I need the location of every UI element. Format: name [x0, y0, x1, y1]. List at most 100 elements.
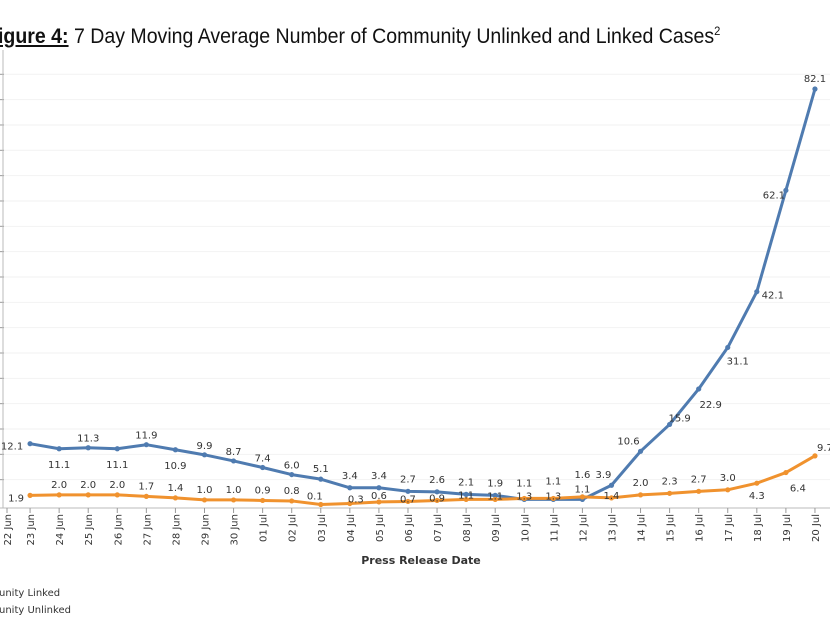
data-point: [114, 492, 120, 498]
data-point: [27, 441, 33, 447]
title-footnote: 2: [714, 24, 721, 38]
data-label: 6.0: [284, 461, 300, 472]
data-label: 10.6: [617, 436, 639, 447]
data-label: 3.4: [371, 471, 387, 482]
data-label: 82.1: [804, 74, 826, 85]
data-label: 1.4: [167, 483, 183, 494]
data-label: 0.3: [348, 494, 364, 505]
data-label: 2.6: [429, 475, 445, 486]
data-label: 1.1: [516, 478, 532, 489]
data-label: 2.0: [633, 478, 649, 489]
data-label: 2.0: [80, 480, 96, 491]
data-label: 22.9: [700, 400, 722, 411]
x-tick-label: 26 Jun: [113, 514, 124, 546]
x-tick-label: 03 Jul: [317, 514, 328, 542]
data-point: [492, 496, 498, 503]
data-label: 3.0: [720, 473, 736, 484]
series-line-1: [30, 454, 816, 506]
data-point: [550, 495, 556, 502]
chart-title: igure 4: 7 Day Moving Average Number of …: [0, 24, 720, 49]
data-label: 9.7: [817, 443, 830, 454]
data-label: 1.1: [487, 491, 503, 502]
x-tick-label: 10 Jul: [520, 514, 531, 542]
data-point: [201, 497, 208, 503]
data-label: 2.7: [400, 474, 416, 485]
x-tick-label: 29 Jun: [200, 514, 211, 546]
data-point: [56, 446, 62, 452]
series-line-0: [29, 88, 817, 501]
data-point: [172, 495, 179, 501]
data-point: [56, 492, 62, 498]
data-point: [463, 496, 469, 503]
data-label: 1.1: [458, 490, 474, 501]
data-point: [289, 471, 295, 478]
data-point: [667, 490, 673, 496]
data-label: 2.0: [51, 480, 67, 491]
data-point: [347, 485, 353, 491]
data-label: 4.3: [749, 491, 765, 502]
data-label: 1.0: [226, 485, 242, 496]
x-tick-label: 16 Jul: [695, 514, 706, 542]
data-label: 0.8: [284, 486, 300, 497]
x-tick-label: 11 Jul: [549, 514, 560, 542]
data-label: 1.9: [8, 493, 24, 504]
data-label: 11.9: [135, 431, 157, 442]
data-point: [201, 452, 208, 458]
x-tick-label: 14 Jul: [637, 514, 648, 542]
data-point: [754, 480, 760, 486]
title-text: 7 Day Moving Average Number of Community…: [73, 25, 715, 48]
data-point: [172, 447, 179, 453]
x-tick-label: 17 Jul: [724, 514, 735, 542]
x-tick-label: 27 Jun: [142, 514, 153, 546]
data-point: [725, 487, 731, 493]
data-point: [637, 448, 644, 454]
x-tick-label: 30 Jun: [230, 514, 241, 546]
x-tick-label: 15 Jul: [666, 514, 677, 542]
x-tick-label: 18 Jul: [753, 514, 764, 542]
data-point: [230, 497, 237, 503]
data-label: 1.3: [545, 491, 561, 502]
data-label: 7.4: [255, 454, 271, 465]
data-label: 9.9: [197, 441, 213, 452]
x-tick-label: 24 Jun: [55, 514, 66, 546]
data-label: 3.9: [596, 470, 612, 481]
data-label: 1.0: [197, 485, 213, 496]
data-label: 6.4: [790, 484, 806, 495]
x-tick-label: 25 Jun: [84, 514, 95, 546]
data-point: [318, 501, 324, 508]
data-point: [260, 497, 266, 504]
data-point: [667, 421, 673, 428]
data-label: 0.9: [255, 485, 271, 496]
data-label: 2.1: [458, 477, 474, 488]
data-point: [637, 492, 644, 498]
data-label: 15.9: [668, 413, 690, 424]
data-label: 1.1: [545, 476, 561, 487]
data-point: [376, 485, 382, 491]
data-point: [114, 446, 120, 452]
data-point: [754, 289, 760, 295]
data-point: [608, 482, 615, 488]
legend-label: unity Unlinked: [0, 605, 71, 616]
data-point: [405, 498, 411, 505]
x-tick-label: 05 Jul: [375, 514, 386, 542]
data-point: [143, 442, 149, 448]
data-label: 11.1: [106, 460, 128, 471]
data-point: [230, 458, 237, 464]
data-point: [318, 476, 324, 482]
data-label: 10.9: [164, 461, 186, 472]
data-point: [783, 187, 789, 193]
data-label: 1.6: [574, 470, 590, 481]
x-tick-label: 02 Jul: [288, 514, 299, 542]
data-label: 2.0: [109, 480, 125, 491]
legend-label: unity Linked: [0, 588, 60, 599]
data-label: 31.1: [727, 356, 749, 367]
data-point: [289, 498, 295, 504]
x-tick-label: 22 Jun: [3, 514, 14, 546]
data-label: 2.3: [662, 476, 678, 487]
data-label: 42.1: [762, 291, 784, 302]
data-label: 0.7: [400, 494, 416, 505]
data-label: 11.1: [48, 460, 70, 471]
data-point: [696, 488, 702, 494]
data-point: [85, 445, 91, 451]
x-tick-label: 12 Jul: [578, 514, 589, 542]
